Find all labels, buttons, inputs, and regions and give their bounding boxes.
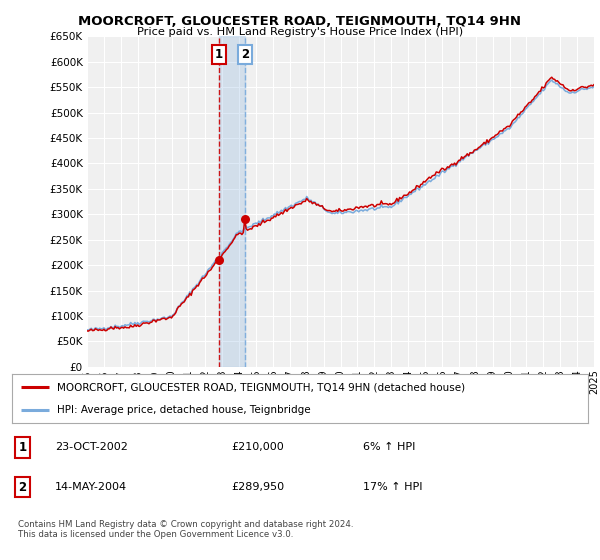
Bar — [219, 36, 245, 367]
Text: 1: 1 — [215, 48, 223, 61]
Text: 14-MAY-2004: 14-MAY-2004 — [55, 482, 127, 492]
Text: 17% ↑ HPI: 17% ↑ HPI — [364, 482, 423, 492]
Text: 6% ↑ HPI: 6% ↑ HPI — [364, 442, 416, 452]
Text: MOORCROFT, GLOUCESTER ROAD, TEIGNMOUTH, TQ14 9HN: MOORCROFT, GLOUCESTER ROAD, TEIGNMOUTH, … — [79, 15, 521, 27]
Text: 2: 2 — [241, 48, 250, 61]
Text: £289,950: £289,950 — [231, 482, 284, 492]
Text: 2: 2 — [19, 481, 26, 494]
Text: Price paid vs. HM Land Registry's House Price Index (HPI): Price paid vs. HM Land Registry's House … — [137, 27, 463, 38]
Text: Contains HM Land Registry data © Crown copyright and database right 2024.
This d: Contains HM Land Registry data © Crown c… — [18, 520, 353, 539]
Text: MOORCROFT, GLOUCESTER ROAD, TEIGNMOUTH, TQ14 9HN (detached house): MOORCROFT, GLOUCESTER ROAD, TEIGNMOUTH, … — [57, 382, 465, 393]
Text: HPI: Average price, detached house, Teignbridge: HPI: Average price, detached house, Teig… — [57, 405, 311, 416]
Text: 23-OCT-2002: 23-OCT-2002 — [55, 442, 128, 452]
Text: 1: 1 — [19, 441, 26, 454]
Text: £210,000: £210,000 — [231, 442, 284, 452]
